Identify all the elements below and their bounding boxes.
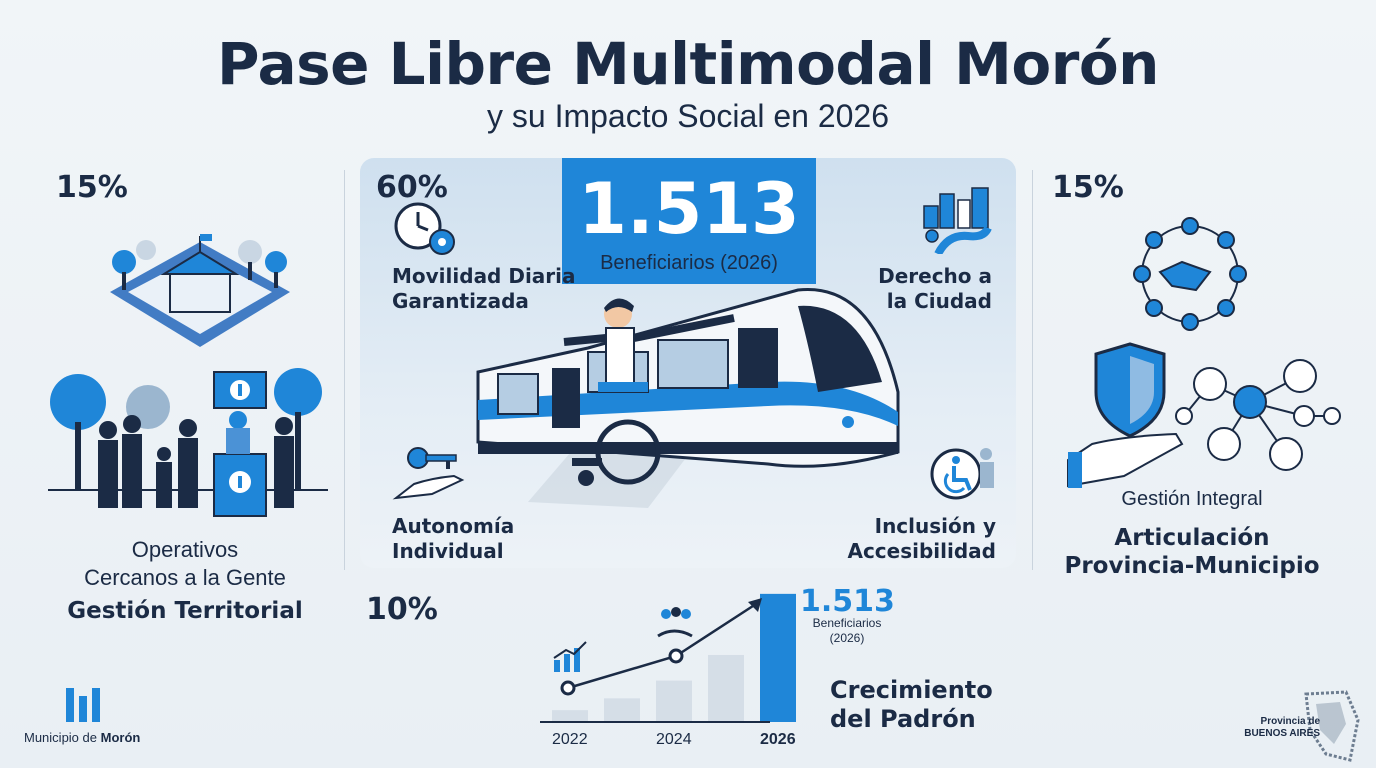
page-title: Pase Libre Multimodal Morón (217, 30, 1159, 98)
left-subtitle-line1: Operativos (131, 537, 239, 562)
beneficiaries-label: Beneficiarios (2026) (600, 252, 778, 274)
item-movilidad-line2: Garantizada (392, 289, 529, 313)
item-autonomia: Autonomía Individual (392, 514, 514, 564)
left-title: Gestión Territorial (67, 598, 303, 624)
year-label-2022: 2022 (552, 731, 588, 748)
left-subtitle: Operativos Cercanos a la Gente (40, 536, 330, 592)
moron-logo-icon (66, 688, 100, 722)
key-hand-icon (392, 447, 465, 500)
chart-value-label: Beneficiarios (2026) (802, 616, 892, 646)
divider-left (344, 170, 345, 570)
right-percent: 15% (1052, 170, 1124, 205)
right-title: Articulación Provincia-Municipio (1050, 524, 1334, 580)
chart-bar-2 (656, 680, 692, 722)
chart-trend-point-1 (668, 648, 684, 664)
chart-value-label-line1: Beneficiarios (812, 616, 882, 630)
chart-trend-arrowhead (748, 598, 762, 612)
chart-value: 1.513 (800, 584, 895, 619)
municipio-name: Morón (100, 730, 141, 745)
handshake-network-icon (1133, 217, 1247, 331)
item-inclusion-line1: Inclusión y (874, 514, 996, 538)
page-subtitle: y su Impacto Social en 2026 (486, 98, 889, 134)
item-autonomia-line1: Autonomía (392, 514, 515, 538)
item-derecho-line1: Derecho a (878, 264, 992, 288)
growth-title: Crecimiento del Padrón (830, 676, 993, 734)
left-subtitle-line2: Cercanos a la Gente (84, 565, 286, 590)
chart-bar-0 (552, 710, 588, 722)
growth-bar-chart (540, 593, 796, 723)
item-movilidad: Movilidad Diaria Garantizada (392, 264, 576, 314)
growth-chart-icon (553, 641, 587, 672)
provincia-line2: BUENOS AIRES (1244, 728, 1320, 739)
item-derecho-line2: la Ciudad (886, 289, 992, 313)
year-label-2026: 2026 (760, 731, 796, 748)
left-percent: 15% (56, 170, 128, 205)
municipio-label: Municipio de Morón (24, 730, 140, 745)
item-derecho: Derecho a la Ciudad (830, 264, 992, 314)
chart-bar-1 (604, 698, 640, 722)
accessibility-icon (930, 448, 994, 500)
chart-value-label-line2: (2026) (829, 631, 865, 645)
info-booth-people-icon (48, 368, 328, 517)
year-label-2024: 2024 (656, 731, 692, 748)
provincia-line1: Provincia de (1260, 716, 1320, 727)
provincia-label: Provincia de BUENOS AIRES (1210, 716, 1320, 740)
item-inclusion-line2: Accesibilidad (847, 539, 996, 563)
beneficiaries-number: 1.513 (578, 168, 800, 250)
chart-bar-3 (708, 654, 744, 722)
bottom-percent: 10% (366, 592, 438, 627)
divider-right (1032, 170, 1033, 570)
chart-trend-point-0 (560, 680, 576, 696)
people-hands-icon (657, 607, 693, 638)
item-inclusion: Inclusión y Accesibilidad (830, 514, 996, 564)
chart-bar-4 (760, 593, 796, 722)
right-title-line2: Provincia-Municipio (1064, 553, 1320, 579)
municipio-prefix: Municipio de (24, 730, 101, 745)
park-gazebo-icon (110, 234, 290, 347)
clock-gear-icon (394, 202, 455, 255)
growth-title-line1: Crecimiento (830, 676, 993, 704)
right-subtitle: Gestión Integral (1121, 488, 1263, 510)
city-road-icon (923, 187, 992, 254)
tram-wheelchair-illustration (476, 287, 900, 508)
right-title-line1: Articulación (1114, 525, 1270, 551)
item-movilidad-line1: Movilidad Diaria (392, 264, 576, 288)
beneficiaries-highlight (562, 158, 816, 284)
item-autonomia-line2: Individual (392, 539, 504, 563)
buenos-aires-province-logo-icon (1304, 690, 1360, 762)
shield-network-hand-icon (1067, 342, 1341, 488)
growth-title-line2: del Padrón (830, 705, 976, 733)
center-percent: 60% (376, 170, 448, 205)
